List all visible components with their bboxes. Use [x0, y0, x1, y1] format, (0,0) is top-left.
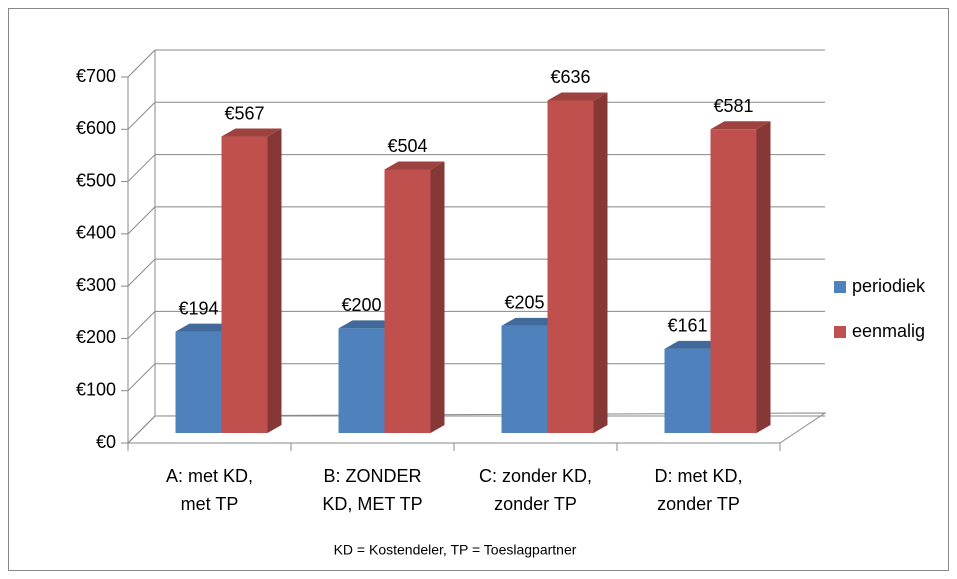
- legend-label: eenmalig: [852, 321, 925, 341]
- bar-side: [593, 92, 608, 433]
- bar-side: [267, 128, 282, 434]
- x-axis-title: KD = Kostendeler, TP = Toeslagpartner: [334, 542, 577, 558]
- bar: [221, 128, 282, 434]
- legend-swatch: [834, 281, 846, 293]
- bar-front: [710, 129, 757, 433]
- data-label: €504: [387, 136, 427, 156]
- y-tick-label: €300: [76, 275, 116, 295]
- legend-label: periodiek: [852, 276, 926, 296]
- bar-top: [710, 121, 771, 130]
- bar-top: [175, 323, 236, 332]
- bar-top: [221, 128, 282, 137]
- bar-top: [384, 161, 445, 170]
- x-tick-label: met TP: [181, 494, 239, 514]
- x-tick-label: zonder TP: [657, 494, 740, 514]
- data-label: €581: [713, 96, 753, 116]
- bar-front: [664, 348, 711, 433]
- grid-line: [127, 49, 825, 78]
- data-label: €636: [550, 67, 590, 87]
- data-label: €200: [341, 295, 381, 315]
- y-tick-label: €200: [76, 327, 116, 347]
- bar: [710, 121, 771, 433]
- chart-border: [8, 8, 949, 571]
- data-label: €194: [178, 298, 218, 318]
- x-tick-label: A: met KD,: [166, 466, 253, 486]
- x-tick-label: D: met KD,: [654, 466, 742, 486]
- bar-front: [547, 100, 594, 433]
- y-tick-label: €100: [76, 379, 116, 399]
- bar-top: [338, 320, 399, 329]
- y-tick-label: €0: [96, 432, 116, 452]
- x-tick-label: B: ZONDER: [323, 466, 421, 486]
- y-tick-label: €500: [76, 170, 116, 190]
- bar-front: [384, 169, 431, 434]
- bar-top: [501, 317, 562, 326]
- data-label: €567: [224, 103, 264, 123]
- y-tick-label: €700: [76, 66, 116, 86]
- y-tick-label: €600: [76, 118, 116, 138]
- x-tick-label: KD, MET TP: [322, 494, 422, 514]
- bar-front: [221, 136, 268, 434]
- bar-side: [430, 161, 445, 434]
- y-tick-label: €400: [76, 223, 116, 243]
- legend-swatch: [834, 326, 846, 338]
- bar-top: [547, 92, 608, 101]
- data-label: €161: [667, 316, 707, 336]
- bar: [384, 161, 445, 434]
- bar-front: [175, 331, 222, 433]
- bar-side: [756, 121, 771, 433]
- bar: [547, 92, 608, 433]
- x-tick-label: C: zonder KD,: [479, 466, 592, 486]
- bar-top: [664, 340, 725, 349]
- bar-front: [501, 325, 548, 433]
- data-label: €205: [504, 293, 544, 313]
- x-tick-label: zonder TP: [494, 494, 577, 514]
- bar-front: [338, 328, 385, 433]
